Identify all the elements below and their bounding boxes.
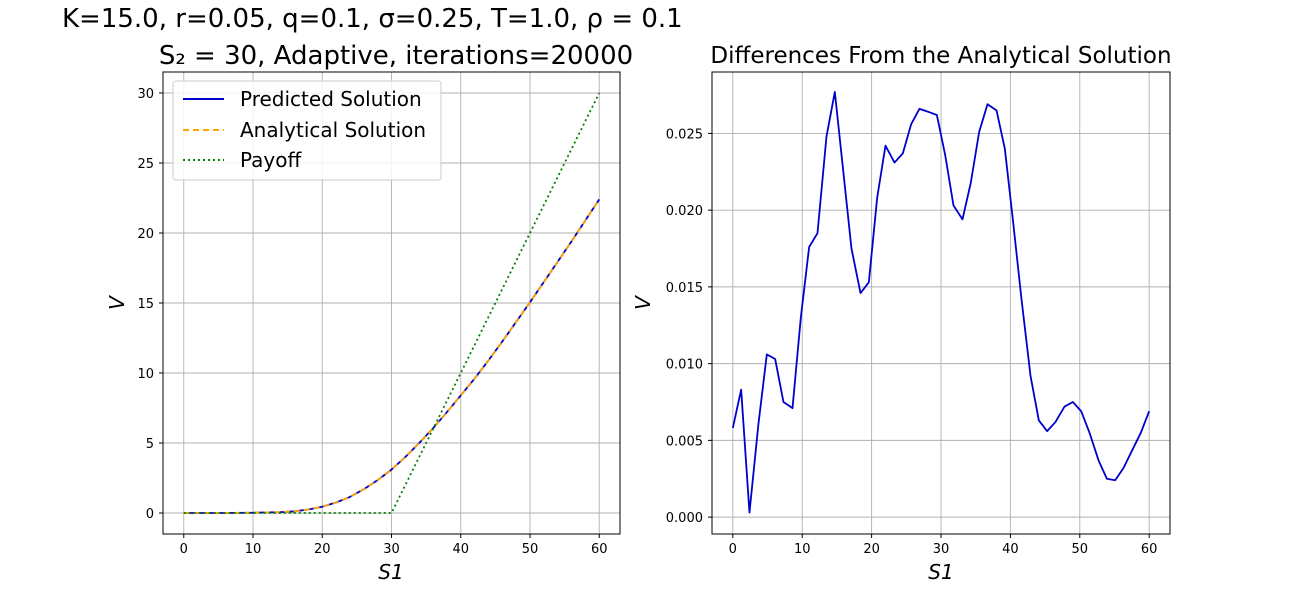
left-xlabel: S1 (378, 560, 403, 584)
right-xtick-label: 30 (933, 542, 950, 557)
legend-label-analytical: Analytical Solution (240, 118, 426, 142)
left-ytick-label: 25 (137, 157, 154, 172)
left-xtick-label: 0 (180, 542, 188, 557)
left-ytick-label: 10 (137, 367, 154, 382)
right-ticks: 0 10 20 30 40 50 60 0.000 0.005 0.010 0.015 0.020 0.… (666, 127, 1158, 557)
right-title: Differences From the Analytical Solution (710, 43, 1171, 69)
right-xlabel: S1 (928, 560, 953, 584)
left-series-line-payoff (183, 92, 601, 514)
left-series-line-analytical-solution (183, 198, 600, 514)
left-title-line2: S₂ = 30, Adaptive, iterations=20000 (159, 41, 633, 71)
legend-label-payoff: Payoff (240, 148, 302, 172)
right-series-line-0 (731, 91, 1151, 514)
left-ytick-label: 5 (146, 437, 154, 452)
right-xtick-label: 60 (1141, 542, 1158, 557)
right-xtick-label: 0 (729, 542, 737, 557)
left-ytick-label: 30 (137, 87, 154, 102)
right-ytick-label: 0.015 (666, 281, 703, 296)
left-series-group (183, 92, 601, 514)
right-ytick-label: 0.005 (666, 434, 703, 449)
left-xtick-label: 40 (452, 542, 469, 557)
left-xtick-label: 50 (522, 542, 539, 557)
left-xtick-label: 10 (245, 542, 262, 557)
right-ytick-label: 0.010 (666, 358, 703, 373)
right-ytick-label: 0.025 (666, 127, 703, 142)
left-ylabel: V (105, 295, 129, 310)
right-ylabel: V (631, 295, 655, 310)
left-ticks: 0 10 20 30 40 50 60 0 5 10 15 20 25 30 (137, 87, 607, 557)
right-xtick-label: 20 (863, 542, 880, 557)
right-ytick-label: 0.020 (666, 204, 703, 219)
left-title-line1: K=15.0, r=0.05, q=0.1, σ=0.25, T=1.0, ρ … (62, 4, 683, 34)
left-xtick-label: 20 (314, 542, 331, 557)
right-ytick-label: 0.000 (666, 511, 703, 526)
right-chart-panel: 0 10 20 30 40 50 60 0.000 0.005 0.010 0.015 0.020 0.… (631, 71, 1171, 584)
left-chart-panel: 0 10 20 30 40 50 60 0 5 10 15 20 25 30 S1 V Predicted… (105, 71, 621, 584)
left-ytick-label: 15 (137, 297, 154, 312)
right-series-group (731, 91, 1151, 514)
right-xtick-label: 40 (1002, 542, 1019, 557)
left-xtick-label: 60 (591, 542, 608, 557)
left-ytick-label: 0 (146, 507, 154, 522)
legend-label-predicted: Predicted Solution (240, 87, 422, 111)
left-ytick-label: 20 (137, 227, 154, 242)
right-xtick-label: 50 (1072, 542, 1089, 557)
legend: Predicted Solution Analytical Solution P… (172, 80, 442, 181)
left-xtick-label: 30 (383, 542, 400, 557)
right-grid (712, 72, 1170, 534)
legend-box (172, 80, 442, 181)
right-xtick-label: 10 (794, 542, 811, 557)
